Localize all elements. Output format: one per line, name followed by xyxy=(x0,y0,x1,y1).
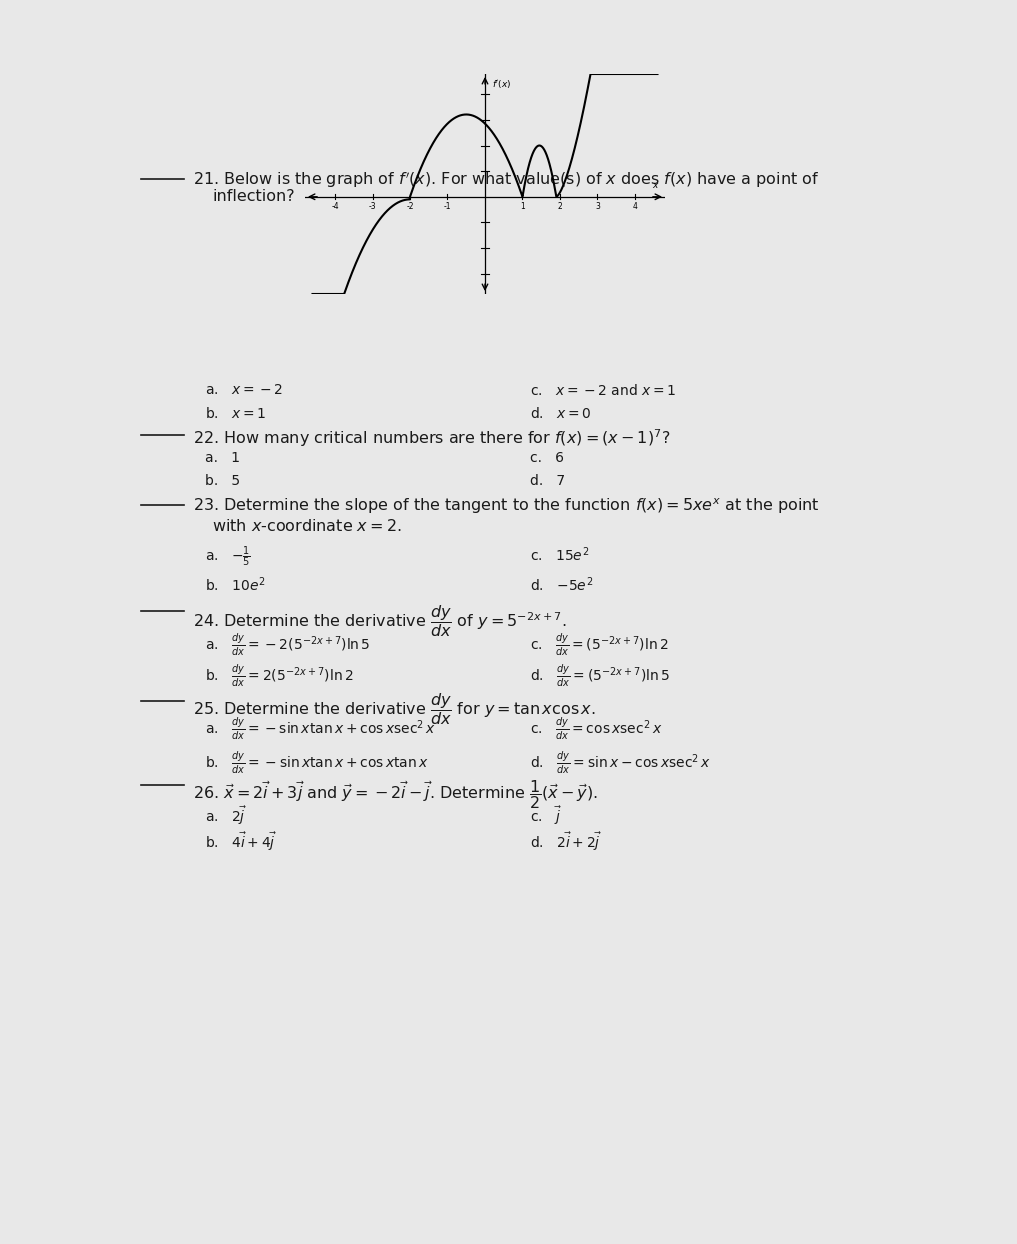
Text: b.   $\frac{dy}{dx} = 2(5^{-2x+7})\ln 2$: b. $\frac{dy}{dx} = 2(5^{-2x+7})\ln 2$ xyxy=(204,662,353,688)
Text: b.   $\frac{dy}{dx} = -\sin x\tan x + \cos x\tan x$: b. $\frac{dy}{dx} = -\sin x\tan x + \cos… xyxy=(204,749,428,775)
Text: d.   7: d. 7 xyxy=(530,474,565,488)
Text: b.   $x = 1$: b. $x = 1$ xyxy=(204,407,265,422)
Text: -3: -3 xyxy=(369,203,376,211)
Text: d.   $x = 0$: d. $x = 0$ xyxy=(530,407,592,422)
Text: $x$: $x$ xyxy=(652,180,659,189)
Text: a.   $\frac{dy}{dx} = -\sin x\tan x + \cos x\sec^2 x$: a. $\frac{dy}{dx} = -\sin x\tan x + \cos… xyxy=(204,717,435,743)
Text: b.   $10e^2$: b. $10e^2$ xyxy=(204,576,265,595)
Text: 23. Determine the slope of the tangent to the function $f(x) = 5xe^x$ at the poi: 23. Determine the slope of the tangent t… xyxy=(193,496,820,516)
Text: a.   1: a. 1 xyxy=(204,452,240,465)
Text: 22. How many critical numbers are there for $f(x) = (x-1)^7$?: 22. How many critical numbers are there … xyxy=(193,427,670,449)
Text: b.   5: b. 5 xyxy=(204,474,240,488)
Text: d.   $\frac{dy}{dx} = (5^{-2x+7})\ln 5$: d. $\frac{dy}{dx} = (5^{-2x+7})\ln 5$ xyxy=(530,662,670,688)
Text: a.   $-\frac{1}{5}$: a. $-\frac{1}{5}$ xyxy=(204,545,250,570)
Text: d.   $-5e^2$: d. $-5e^2$ xyxy=(530,576,594,595)
Text: c.   $\vec{j}$: c. $\vec{j}$ xyxy=(530,805,562,827)
Text: d.   $\frac{dy}{dx} = \sin x - \cos x\sec^2 x$: d. $\frac{dy}{dx} = \sin x - \cos x\sec^… xyxy=(530,749,711,775)
Text: $f'(x)$: $f'(x)$ xyxy=(492,78,512,90)
Text: 21. Below is the graph of $f'(x)$. For what value(s) of $x$ does $f(x)$ have a p: 21. Below is the graph of $f'(x)$. For w… xyxy=(193,169,820,189)
Text: 25. Determine the derivative $\dfrac{dy}{dx}$ for $y = \tan x \cos x$.: 25. Determine the derivative $\dfrac{dy}… xyxy=(193,692,596,728)
Text: c.   6: c. 6 xyxy=(530,452,564,465)
Text: -2: -2 xyxy=(406,203,414,211)
Text: 3: 3 xyxy=(595,203,600,211)
Text: inflection?: inflection? xyxy=(213,189,295,204)
Text: -1: -1 xyxy=(443,203,452,211)
Text: 24. Determine the derivative $\dfrac{dy}{dx}$ of $y = 5^{-2x+7}$.: 24. Determine the derivative $\dfrac{dy}… xyxy=(193,603,566,639)
Text: c.   $15e^2$: c. $15e^2$ xyxy=(530,545,590,564)
Text: 2: 2 xyxy=(557,203,562,211)
Text: d.   $2\vec{i} + 2\vec{j}$: d. $2\vec{i} + 2\vec{j}$ xyxy=(530,830,602,852)
Text: a.   $\frac{dy}{dx} = -2(5^{-2x+7})\ln 5$: a. $\frac{dy}{dx} = -2(5^{-2x+7})\ln 5$ xyxy=(204,631,370,658)
Text: with $x$-coordinate $x = 2$.: with $x$-coordinate $x = 2$. xyxy=(213,518,402,534)
Text: b.   $4\vec{i} + 4\vec{j}$: b. $4\vec{i} + 4\vec{j}$ xyxy=(204,830,277,852)
Text: c.   $x = -2$ and $x = 1$: c. $x = -2$ and $x = 1$ xyxy=(530,383,676,398)
Text: c.   $\frac{dy}{dx} = (5^{-2x+7})\ln 2$: c. $\frac{dy}{dx} = (5^{-2x+7})\ln 2$ xyxy=(530,631,669,658)
Text: 4: 4 xyxy=(633,203,638,211)
Text: 1: 1 xyxy=(520,203,525,211)
Text: c.   $\frac{dy}{dx} = \cos x\sec^2 x$: c. $\frac{dy}{dx} = \cos x\sec^2 x$ xyxy=(530,717,663,743)
Text: 26. $\vec{x} = 2\vec{i} + 3\vec{j}$ and $\vec{y} = -2\vec{i} - \vec{j}$. Determi: 26. $\vec{x} = 2\vec{i} + 3\vec{j}$ and … xyxy=(193,778,598,811)
Text: -4: -4 xyxy=(332,203,339,211)
Text: a.   $2\vec{j}$: a. $2\vec{j}$ xyxy=(204,805,247,827)
Text: a.   $x = -2$: a. $x = -2$ xyxy=(204,383,283,397)
